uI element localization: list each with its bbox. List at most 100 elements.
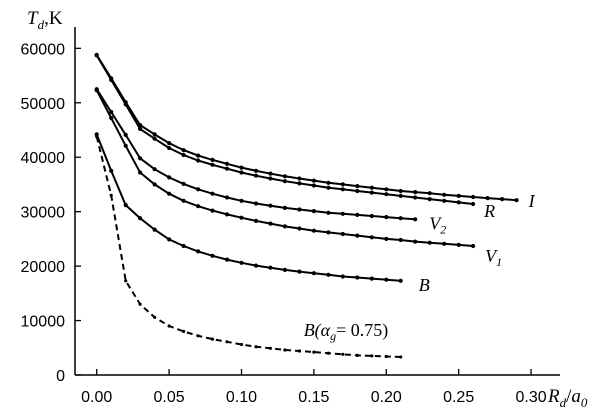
series-label-sub: 2 xyxy=(440,222,446,236)
data-point xyxy=(355,275,360,280)
data-point xyxy=(355,184,360,189)
data-point xyxy=(413,190,418,195)
series-label-sub: g xyxy=(330,329,336,343)
data-point xyxy=(253,263,259,268)
data-point xyxy=(138,126,143,131)
data-point xyxy=(427,197,432,202)
data-point xyxy=(239,342,244,347)
data-point xyxy=(369,235,374,240)
data-point xyxy=(456,242,461,247)
x-tick-label: 0.10 xyxy=(226,389,257,406)
data-point xyxy=(370,354,374,358)
data-point xyxy=(282,179,287,184)
data-point xyxy=(384,192,389,197)
data-point xyxy=(485,196,490,201)
data-point xyxy=(398,237,403,243)
data-point xyxy=(239,170,244,175)
y-axis-label-sub: d xyxy=(38,17,45,32)
data-point xyxy=(398,188,403,194)
data-point xyxy=(225,340,229,344)
data-point xyxy=(181,243,186,249)
data-point xyxy=(239,198,244,203)
data-point xyxy=(153,315,157,319)
data-point xyxy=(224,257,230,262)
data-point xyxy=(123,132,128,137)
data-point xyxy=(326,272,331,277)
data-point xyxy=(210,337,215,341)
series-label-name: B xyxy=(419,275,430,295)
data-point xyxy=(268,346,272,350)
series-label-suffix: = 0.75) xyxy=(336,320,388,341)
x-axis-label-den: a xyxy=(571,386,581,407)
data-point xyxy=(456,200,461,205)
data-point xyxy=(268,203,273,208)
data-point xyxy=(282,174,287,179)
data-point xyxy=(152,227,157,232)
data-point xyxy=(109,193,113,197)
y-axis-label-var: T xyxy=(27,8,39,29)
data-point xyxy=(268,265,273,270)
data-point xyxy=(427,240,432,245)
data-point xyxy=(181,152,186,158)
series-label: R xyxy=(483,201,495,221)
data-point xyxy=(167,237,172,242)
series-label: B(αg= 0.75) xyxy=(304,320,389,343)
data-point xyxy=(471,194,476,200)
data-point xyxy=(297,349,301,353)
series-label: V1 xyxy=(485,246,502,269)
data-point xyxy=(224,161,230,166)
data-point xyxy=(224,195,230,200)
data-point xyxy=(224,166,230,171)
data-point xyxy=(471,243,476,249)
data-point xyxy=(384,215,389,220)
data-point xyxy=(355,212,360,217)
data-point xyxy=(109,109,114,115)
data-point xyxy=(196,187,201,192)
x-axis-label-num: R xyxy=(547,386,560,407)
data-point xyxy=(268,176,273,181)
data-point xyxy=(181,198,186,203)
data-point xyxy=(182,329,186,333)
series-label-name: V xyxy=(429,213,442,233)
x-tick-label: 0.20 xyxy=(371,389,402,406)
data-point xyxy=(94,53,99,58)
data-point xyxy=(384,277,389,282)
series-4 xyxy=(94,132,403,283)
data-point xyxy=(253,173,259,178)
series-line xyxy=(95,54,517,202)
data-point xyxy=(210,253,215,258)
data-point xyxy=(239,165,244,170)
series-label-sub: 1 xyxy=(496,255,502,269)
data-point xyxy=(369,213,374,219)
data-point xyxy=(282,267,287,272)
data-point xyxy=(311,228,316,233)
data-point xyxy=(399,355,403,359)
data-point xyxy=(196,153,201,158)
series-0 xyxy=(94,52,519,203)
data-point xyxy=(181,148,186,153)
data-point xyxy=(369,190,374,195)
data-point xyxy=(138,302,142,306)
data-point xyxy=(442,198,447,203)
data-point xyxy=(311,209,316,214)
y-tick-label: 50000 xyxy=(21,96,66,113)
data-point xyxy=(123,102,128,107)
data-point xyxy=(167,191,172,196)
y-axis-label-unit: ,K xyxy=(44,8,63,29)
series-line xyxy=(95,88,416,221)
data-point xyxy=(138,170,143,175)
series-2 xyxy=(94,87,418,222)
data-point xyxy=(253,168,259,173)
data-point xyxy=(456,193,461,198)
data-point xyxy=(196,249,201,254)
data-point xyxy=(398,278,403,283)
x-tick-label: 0.25 xyxy=(443,389,474,406)
data-point xyxy=(369,276,374,281)
data-point xyxy=(109,77,114,82)
x-axis-label-den-sub: 0 xyxy=(581,395,588,410)
data-point xyxy=(210,162,215,167)
x-tick-label: 0.30 xyxy=(515,389,546,406)
x-axis-label-slash: / xyxy=(566,386,572,407)
